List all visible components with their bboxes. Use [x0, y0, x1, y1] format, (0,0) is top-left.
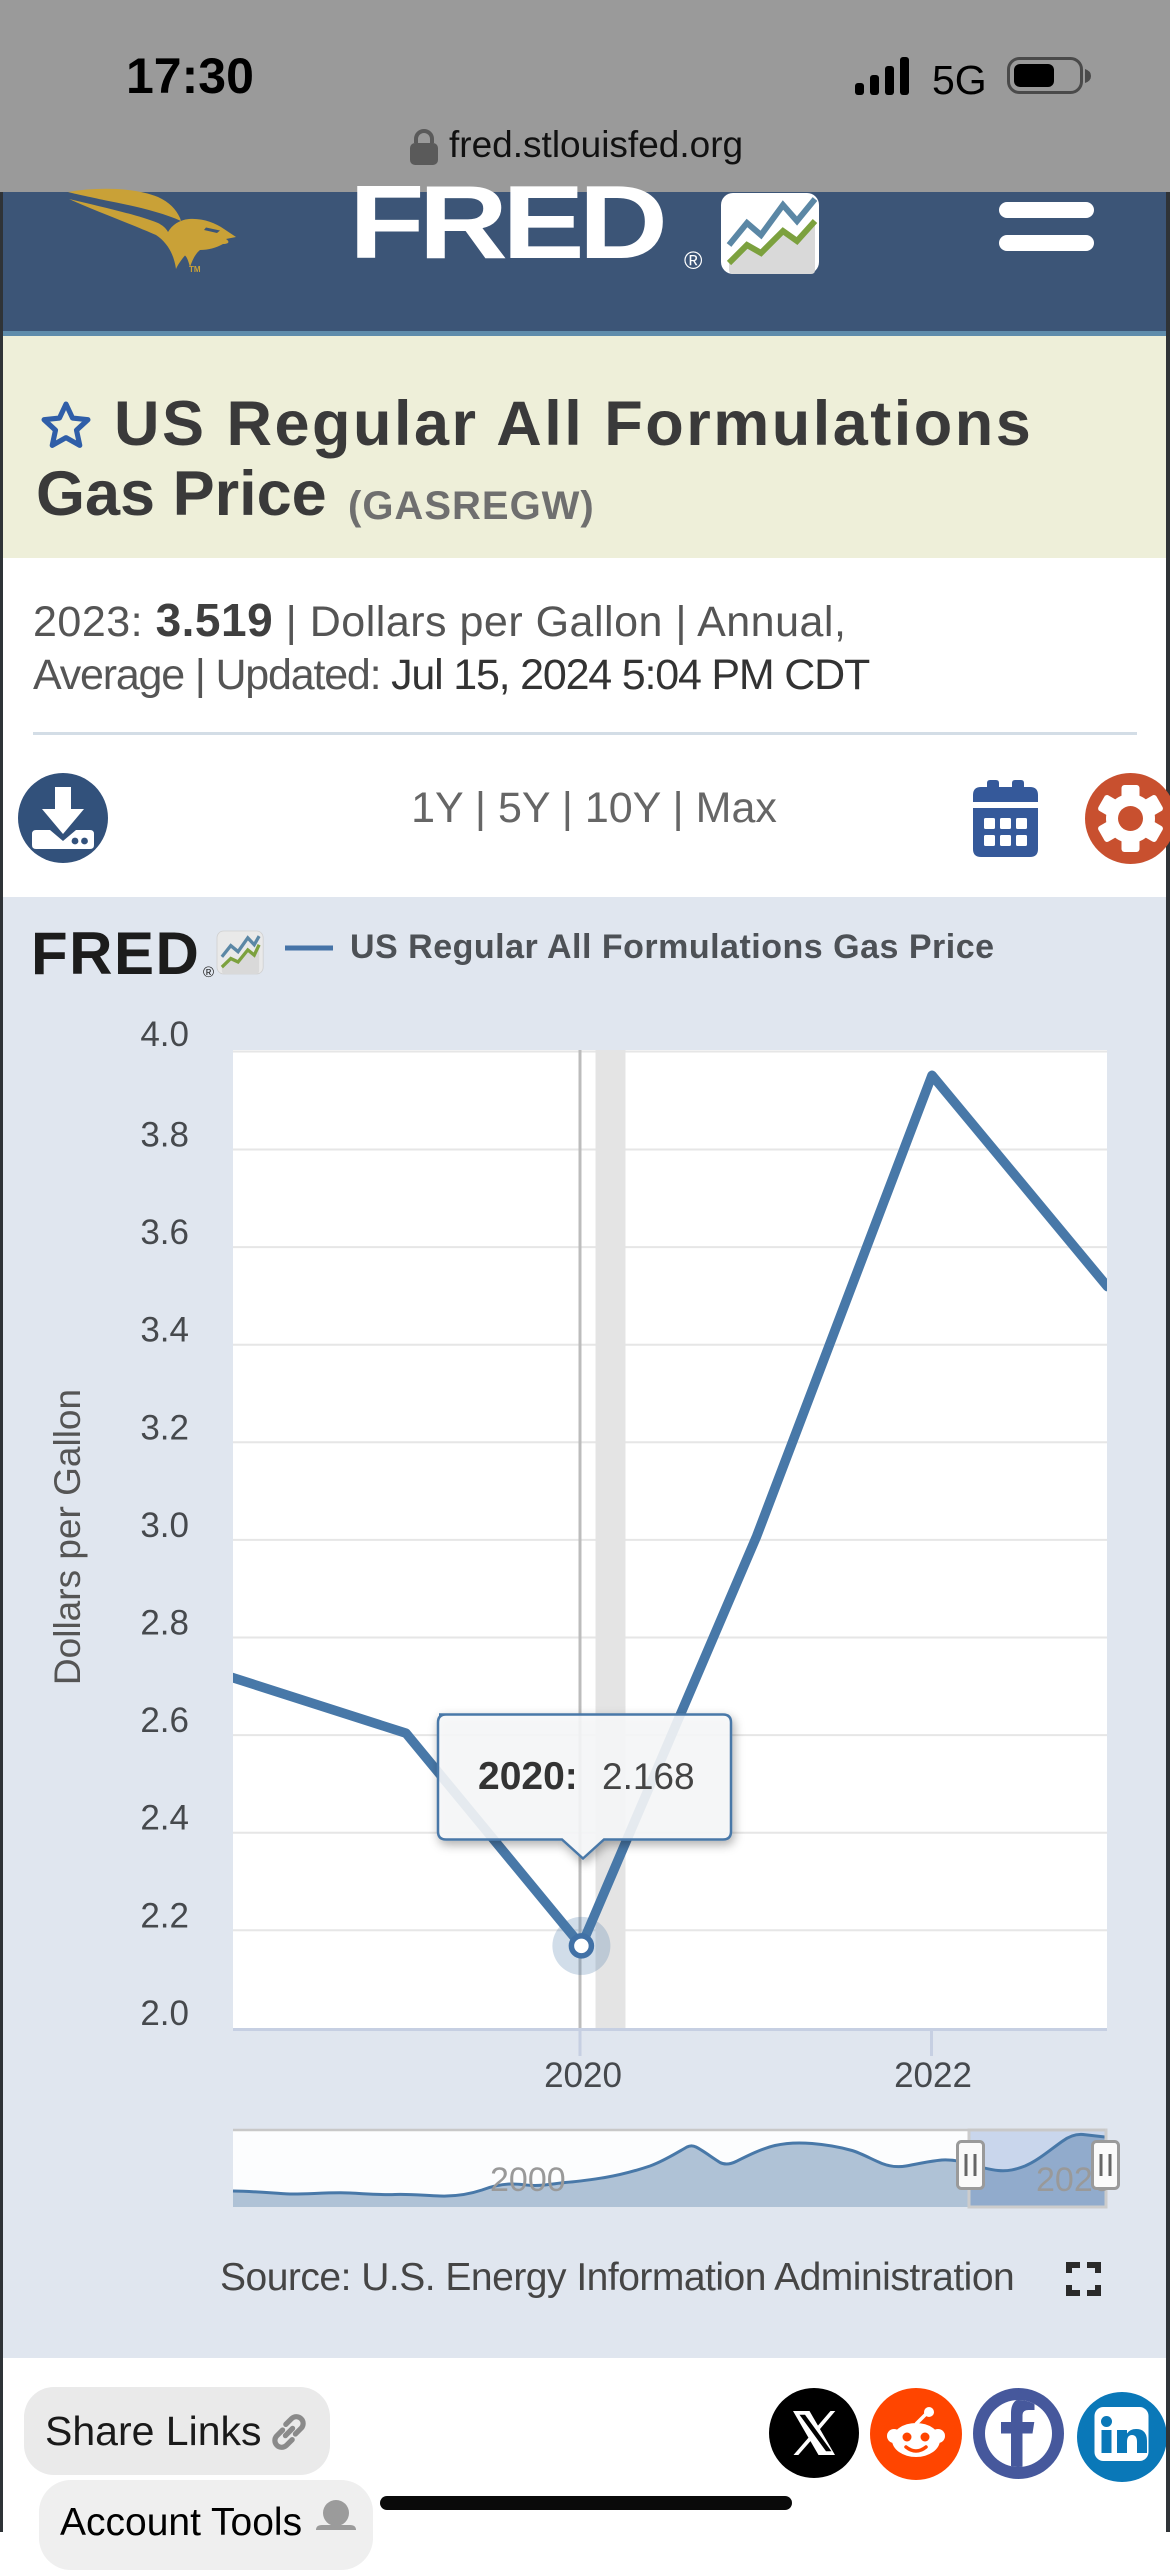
svg-text:2000: 2000: [490, 2161, 566, 2199]
svg-text:3.2: 3.2: [140, 1408, 189, 1447]
svg-text:Source: U.S. Energy Informatio: Source: U.S. Energy Information Administ…: [220, 2256, 1014, 2299]
svg-text:Dollars per Gallon: Dollars per Gallon: [47, 1389, 88, 1685]
svg-text:2.0: 2.0: [140, 1994, 189, 2033]
svg-text:3.4: 3.4: [140, 1311, 189, 1350]
svg-text:FRED: FRED: [31, 920, 200, 987]
svg-text:3.0: 3.0: [140, 1506, 189, 1545]
svg-text:2022: 2022: [894, 2056, 972, 2095]
svg-text:US Regular All Formulations Ga: US Regular All Formulations Gas Price: [350, 928, 995, 966]
svg-text:2.6: 2.6: [140, 1701, 189, 1740]
svg-text:2.4: 2.4: [140, 1799, 189, 1838]
svg-text:4.0: 4.0: [140, 1015, 189, 1054]
svg-text:2.2: 2.2: [140, 1896, 189, 1935]
svg-text:TM: TM: [189, 265, 201, 274]
svg-text:2020: 2020: [544, 2056, 622, 2095]
svg-text:2.8: 2.8: [140, 1604, 189, 1643]
svg-text:®: ®: [203, 964, 214, 981]
svg-text:2.168: 2.168: [602, 1756, 695, 1797]
svg-text:2020:: 2020:: [478, 1755, 578, 1798]
svg-text:3.6: 3.6: [140, 1213, 189, 1252]
svg-text:3.8: 3.8: [140, 1116, 189, 1155]
